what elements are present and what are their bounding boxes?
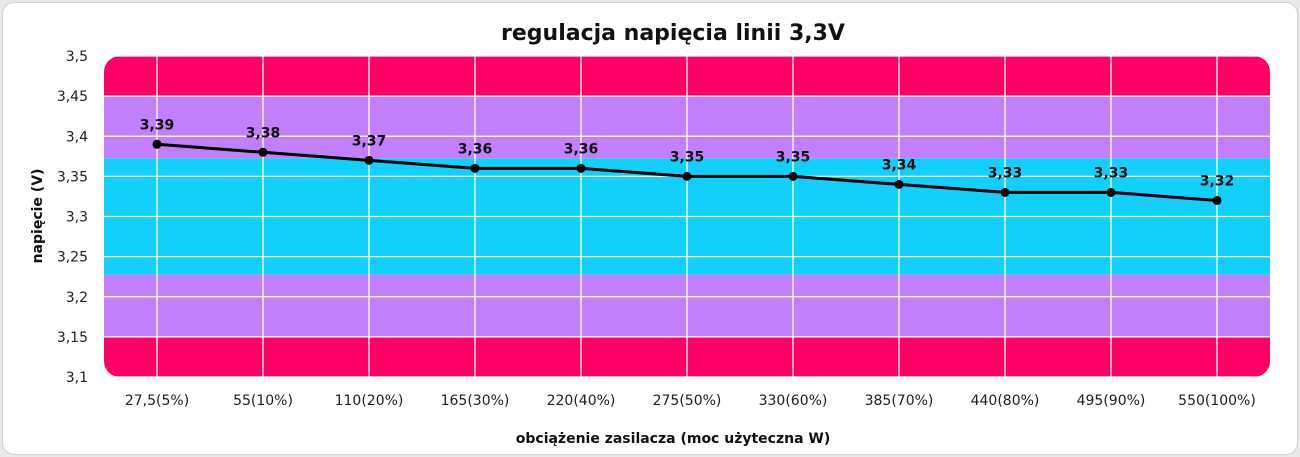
data-point: [152, 139, 162, 149]
y-axis-title: napięcie (V): [30, 169, 46, 264]
data-point: [364, 155, 374, 165]
data-point: [788, 171, 798, 181]
y-tick-label: 3,25: [57, 250, 88, 266]
x-tick-label: 275(50%): [653, 393, 722, 409]
data-point: [258, 147, 268, 157]
y-tick-label: 3,45: [57, 89, 88, 105]
data-point: [894, 179, 904, 189]
data-label: 3,38: [246, 125, 281, 141]
data-point: [1106, 187, 1116, 197]
x-tick-label: 220(40%): [547, 393, 616, 409]
x-tick-label: 55(10%): [233, 393, 293, 409]
x-axis-ticks: 27,5(5%) 55(10%) 110(20%) 165(30%) 220(40%) 2…: [125, 393, 1256, 409]
x-tick-label: 165(30%): [441, 393, 510, 409]
y-tick-label: 3,5: [66, 49, 88, 65]
data-point: [682, 171, 692, 181]
data-label: 3,35: [670, 149, 705, 165]
y-axis-ticks: 3,1 3,15 3,2 3,25 3,3 3,35 3,4 3,45 3,5: [57, 49, 88, 386]
x-tick-label: 385(70%): [865, 393, 934, 409]
data-point: [470, 163, 480, 173]
x-axis-title: obciążenie zasilacza (moc użyteczna W): [516, 431, 831, 447]
data-point: [576, 163, 586, 173]
y-tick-label: 3,15: [57, 330, 88, 346]
y-tick-label: 3,2: [66, 290, 88, 306]
data-label: 3,36: [564, 141, 599, 157]
data-label: 3,39: [140, 117, 175, 133]
series-group: [152, 139, 1222, 205]
data-label: 3,37: [352, 133, 387, 149]
data-label: 3,35: [776, 149, 811, 165]
data-label: 3,34: [882, 157, 917, 173]
data-label: 3,32: [1200, 173, 1235, 189]
x-tick-label: 110(20%): [335, 393, 404, 409]
chart-title: regulacja napięcia linii 3,3V: [501, 21, 845, 46]
y-tick-label: 3,35: [57, 169, 88, 185]
data-point: [1000, 187, 1010, 197]
x-tick-label: 27,5(5%): [125, 393, 189, 409]
x-tick-label: 440(80%): [971, 393, 1040, 409]
x-tick-label: 495(90%): [1077, 393, 1146, 409]
y-tick-label: 3,3: [66, 210, 88, 226]
x-tick-label: 330(60%): [759, 393, 828, 409]
data-label: 3,36: [458, 141, 493, 157]
data-label: 3,33: [988, 165, 1023, 181]
data-label: 3,33: [1094, 165, 1129, 181]
x-tick-label: 550(100%): [1178, 393, 1256, 409]
gridlines: [104, 55, 1270, 378]
data-labels: 3,39 3,38 3,37 3,36 3,36 3,35 3,35 3,34 3,33 3,33…: [140, 117, 1235, 189]
data-point: [1212, 195, 1222, 205]
y-tick-label: 3,4: [66, 129, 88, 145]
y-tick-label: 3,1: [66, 370, 88, 386]
